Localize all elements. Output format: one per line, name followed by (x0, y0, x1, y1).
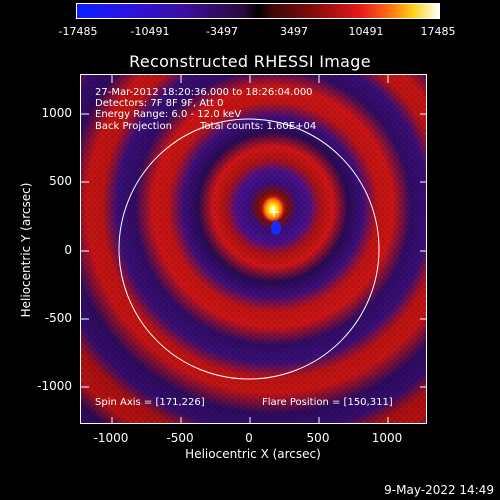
colorbar-tick: -3497 (206, 25, 238, 38)
flare-position-label: Flare Position = [150,311] (262, 397, 393, 408)
plot-tick-marks (81, 75, 426, 423)
colorbar (76, 3, 440, 19)
y-tick-label: -500 (44, 311, 72, 325)
x-tick-label: 0 (245, 431, 253, 445)
energy-range-label: Energy Range: 6.0 - 12.0 keV (95, 109, 242, 120)
render-timestamp: 9-May-2022 14:49 (384, 483, 494, 497)
x-tick-label: 1000 (371, 431, 403, 445)
negative-lobe (271, 221, 281, 235)
y-tick-label: 0 (64, 243, 72, 257)
flare-position-marker (269, 207, 279, 217)
y-axis-label: Heliocentric Y (arcsec) (19, 182, 34, 318)
rhessi-image (80, 74, 427, 424)
x-tick-label: 500 (306, 431, 330, 445)
plot-title: Reconstructed RHESSI Image (129, 52, 371, 71)
colorbar-tick: 3497 (280, 25, 308, 38)
colorbar-tick: -10491 (130, 25, 170, 38)
y-tick-label: -1000 (37, 379, 72, 393)
colorbar-tick: -17485 (58, 25, 98, 38)
method-label: Back Projection (95, 121, 172, 132)
flare-core (261, 195, 285, 223)
rhessi-image-svg (81, 75, 426, 423)
x-tick-label: -500 (166, 431, 194, 445)
colorbar-tick: 10491 (348, 25, 384, 38)
time-range-label: 27-Mar-2012 18:20:36.000 to 18:26:04.000 (95, 87, 313, 98)
x-axis-label: Heliocentric X (arcsec) (185, 447, 321, 461)
y-tick-label: 1000 (41, 106, 72, 120)
solar-limb-circle (118, 118, 380, 380)
y-tick-label: 500 (49, 174, 72, 188)
spin-axis-label: Spin Axis = [171,226] (95, 397, 205, 408)
total-counts-label: Total counts: 1.60E+04 (200, 121, 317, 132)
detectors-label: Detectors: 7F 8F 9F, Att 0 (95, 98, 224, 109)
x-tick-label: -1000 (93, 431, 129, 445)
colorbar-tick: 17485 (420, 25, 456, 38)
